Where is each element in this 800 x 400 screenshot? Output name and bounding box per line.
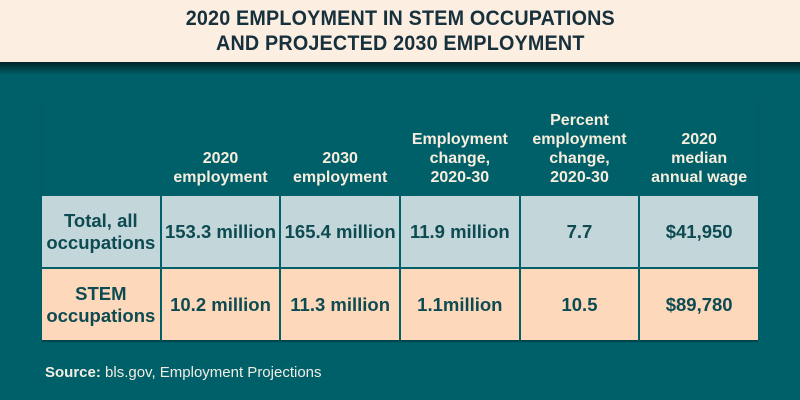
row-stem-2030-employment: 11.3 million <box>281 269 399 340</box>
row-total-percent-change: 7.7 <box>520 196 639 267</box>
row-total-median-wage: $41,950 <box>640 196 758 267</box>
title-band: 2020 EMPLOYMENT IN STEM OCCUPATIONS AND … <box>0 0 800 62</box>
row-total-employment-change: 11.9 million <box>400 196 519 267</box>
column-header-2020-employment: 2020 employment <box>173 150 268 186</box>
row-stem-2020-employment: 10.2 million <box>161 269 280 340</box>
page-title-line-2: AND PROJECTED 2030 EMPLOYMENT <box>215 32 585 55</box>
row-stem-label: STEM occupations <box>42 269 160 340</box>
column-header-employment-change: Employment change, 2020-30 <box>411 131 508 186</box>
row-total-2030-employment: 165.4 million <box>281 196 399 267</box>
source-text: bls.gov, Employment Projections <box>105 364 322 381</box>
row-stem-employment-change: 1.1million <box>400 269 519 340</box>
row-stem-median-wage: $89,780 <box>640 269 758 340</box>
row-total-label: Total, all occupations <box>42 196 160 267</box>
column-header-percent-change: Percent employment change, 2020-30 <box>532 112 627 186</box>
row-total-2020-employment: 153.3 million <box>161 196 280 267</box>
page-title: 2020 EMPLOYMENT IN STEM OCCUPATIONS AND … <box>185 6 614 56</box>
page-title-line-1: 2020 EMPLOYMENT IN STEM OCCUPATIONS <box>185 7 615 30</box>
title-band-shadow <box>0 62 800 75</box>
column-header-median-wage: 2020 median annual wage <box>651 131 748 186</box>
column-header-2030-employment: 2030 employment <box>293 150 388 186</box>
source-label: Source: <box>45 364 101 381</box>
column-header-empty <box>42 100 160 194</box>
employment-table: 2020 employment 2030 employment Employme… <box>42 100 758 340</box>
source-line: Source: bls.gov, Employment Projections <box>45 364 322 381</box>
row-stem-percent-change: 10.5 <box>520 269 639 340</box>
